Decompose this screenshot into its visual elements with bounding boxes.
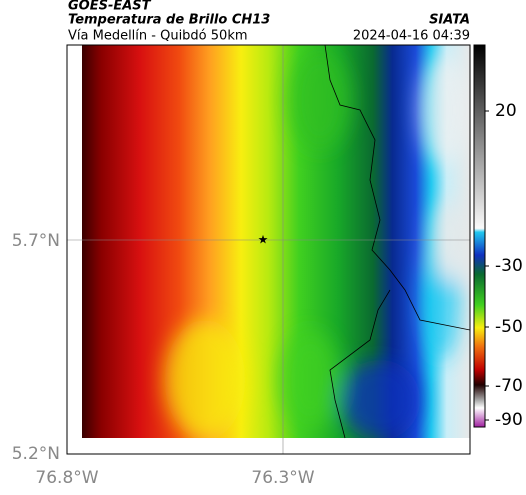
colorbar-tick-label: -50 [495,317,523,337]
subtitle: Vía Medellín - Quibdó 50km [68,29,248,44]
colorbar-ticks: 20 -30 -50 -70 -90 [485,101,523,430]
location-marker: ★ [258,233,269,247]
colorbar-tick-label: 20 [495,101,517,121]
colorbar [473,44,486,428]
colorbar-tick-label: -30 [495,256,523,276]
timestamp: 2024-04-16 04:39 [353,29,470,44]
brightness-image [82,45,470,438]
map-frame [66,44,471,455]
lon-label: 76.3°W [251,468,314,488]
coastline [324,44,471,439]
colorbar-tick-label: -70 [495,376,523,396]
lon-label: 76.8°W [35,468,98,488]
title: Temperatura de Brillo CH13 [68,13,270,28]
lat-label: 5.7°N [12,231,60,251]
lat-label: 5.2°N [12,444,60,464]
org: SIATA [429,13,470,28]
source: GOES-EAST [68,0,152,14]
colorbar-tick-label: -90 [495,410,523,430]
